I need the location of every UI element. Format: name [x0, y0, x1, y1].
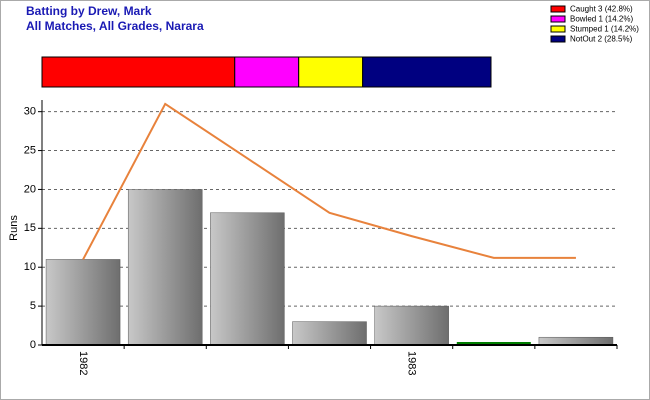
y-tick-label: 20 [24, 183, 36, 195]
legend-swatch [550, 15, 566, 23]
strip-segment [362, 56, 492, 88]
legend-label: Stumped 1 (14.2%) [570, 25, 639, 34]
bar [374, 305, 449, 346]
bar [456, 342, 531, 345]
y-axis-label: Runs [8, 215, 20, 241]
strip-segment [298, 56, 364, 88]
bar [127, 189, 203, 346]
legend-swatch [550, 25, 566, 33]
legend-label: Bowled 1 (14.2%) [570, 15, 633, 24]
legend-swatch [550, 5, 566, 13]
legend-swatch [550, 35, 566, 43]
y-tick-label: 15 [24, 222, 36, 234]
x-tick-label: 1983 [406, 351, 418, 375]
y-tick-label: 5 [30, 300, 36, 312]
bar [538, 336, 614, 346]
x-tick-label: 1982 [77, 351, 89, 375]
strip-segment [234, 56, 300, 88]
bar [45, 259, 121, 346]
bar [210, 212, 285, 346]
chart-subtitle: All Matches, All Grades, Narara [26, 19, 204, 33]
legend-label: Caught 3 (42.8%) [570, 5, 633, 14]
strip-segment [41, 56, 236, 88]
chart-title: Batting by Drew, Mark [26, 4, 152, 18]
y-tick-label: 30 [24, 106, 36, 118]
bar [292, 321, 367, 346]
y-tick-label: 25 [24, 144, 36, 156]
y-tick-label: 10 [24, 261, 36, 273]
legend-label: NotOut 2 (28.5%) [570, 35, 633, 44]
y-tick-label: 0 [30, 339, 36, 351]
line-series [82, 102, 576, 260]
